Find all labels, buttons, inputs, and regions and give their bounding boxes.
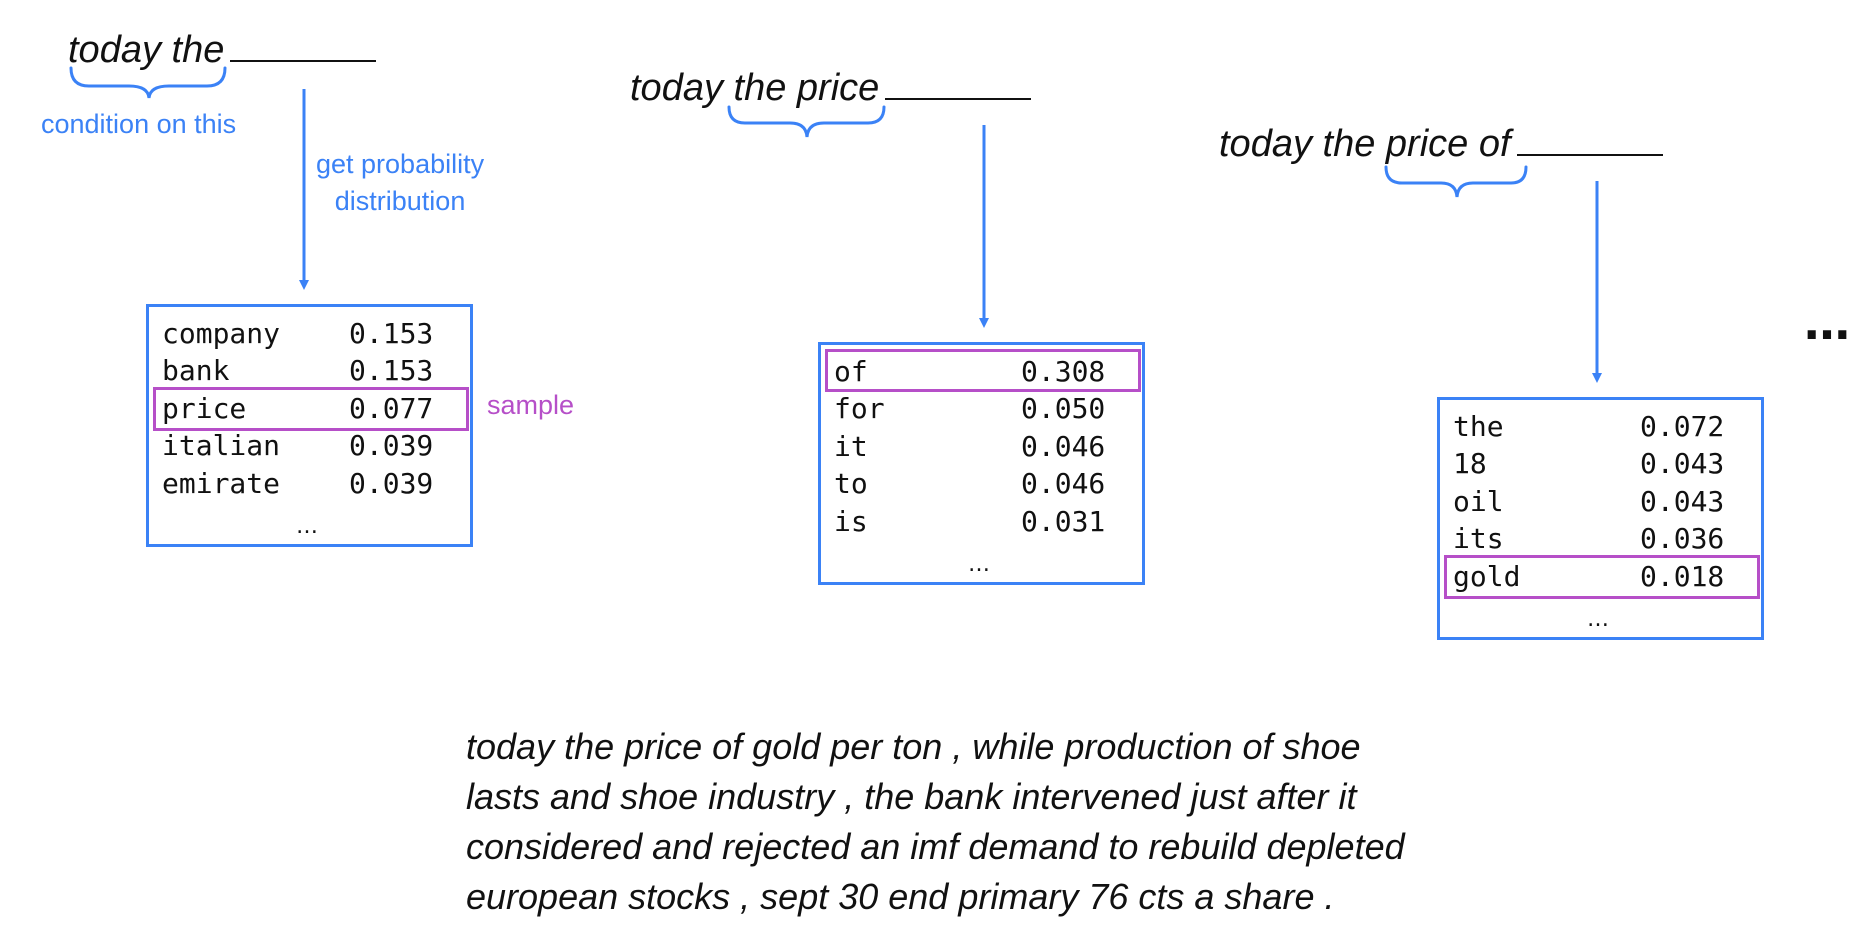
token: is (834, 505, 868, 538)
prompt-step-3: today the price of (1219, 124, 1663, 163)
token: price (162, 392, 247, 425)
get-distribution-line-1: get probability (316, 149, 485, 179)
token: oil (1453, 485, 1504, 518)
condition-brace-3 (1384, 165, 1528, 198)
probability: 0.072 (1640, 410, 1725, 443)
table-row: for 0.050 (834, 390, 1124, 428)
probability: 0.046 (1021, 430, 1106, 463)
token: gold (1453, 560, 1521, 593)
prompt-text: today the price (630, 67, 880, 109)
probability: 0.039 (349, 467, 434, 500)
token: its (1453, 522, 1504, 555)
generated-text-line: lasts and shoe industry , the bank inter… (466, 776, 1357, 817)
more-rows-ellipsis: … (1587, 607, 1609, 632)
table-row: company 0.153 (162, 315, 452, 353)
table-row: to 0.046 (834, 465, 1124, 503)
prompt-blank (1516, 124, 1663, 156)
token: company (162, 317, 281, 350)
table-row: italian 0.039 (162, 427, 452, 465)
sampled-highlight (1444, 555, 1760, 599)
table-row: its 0.036 (1453, 520, 1743, 558)
condition-brace-1 (69, 66, 227, 99)
distribution-table-3: the 0.072 18 0.043 oil 0.043 its 0.036 g… (1437, 397, 1764, 640)
token: 18 (1453, 447, 1487, 480)
token: of (834, 355, 868, 388)
table-row: the 0.072 (1453, 408, 1743, 446)
probability: 0.036 (1640, 522, 1725, 555)
token: bank (162, 354, 230, 387)
prompt-step-1: today the (68, 29, 377, 71)
table-row: oil 0.043 (1453, 483, 1743, 521)
table-row: 18 0.043 (1453, 445, 1743, 483)
table-row: emirate 0.039 (162, 465, 452, 503)
probability: 0.308 (1021, 355, 1106, 388)
probability: 0.077 (349, 392, 434, 425)
probability: 0.153 (349, 354, 434, 387)
sampled-highlight (153, 387, 469, 431)
table-row: it 0.046 (834, 428, 1124, 466)
table-row: of 0.308 (834, 353, 1124, 391)
distribution-table-2: of 0.308 for 0.050 it 0.046 to 0.046 is … (818, 342, 1145, 585)
condition-brace-2 (727, 105, 886, 138)
sample-label: sample (487, 390, 575, 420)
more-rows-ellipsis: … (296, 514, 318, 539)
token: italian (162, 429, 281, 462)
distribution-table-1: company 0.153 bank 0.153 price 0.077 ita… (146, 304, 473, 547)
table-row: price 0.077 (162, 390, 452, 428)
token: it (834, 430, 868, 463)
more-rows-ellipsis: … (968, 552, 990, 577)
table-row: gold 0.018 (1453, 558, 1743, 596)
token: to (834, 467, 868, 500)
probability: 0.050 (1021, 392, 1106, 425)
sampled-highlight (825, 349, 1141, 392)
probability: 0.031 (1021, 505, 1106, 538)
prompt-blank (885, 68, 1032, 100)
prompt-text: today the price of (1219, 123, 1511, 165)
probability: 0.153 (349, 317, 434, 350)
table-row: bank 0.153 (162, 352, 452, 390)
token: emirate (162, 467, 281, 500)
prompt-blank (230, 30, 377, 62)
condition-label: condition on this (41, 109, 237, 139)
probability: 0.043 (1640, 447, 1725, 480)
get-distribution-label: get probability distribution (316, 146, 484, 220)
token: the (1453, 410, 1504, 443)
prompt-step-2: today the price (630, 67, 1032, 109)
generated-text-line: considered and rejected an imf demand to… (466, 826, 1405, 867)
generated-text: today the price of gold per ton , while … (466, 722, 1526, 922)
get-distribution-line-2: distribution (334, 186, 466, 216)
probability: 0.046 (1021, 467, 1106, 500)
continuation-ellipsis: … (1804, 296, 1850, 350)
table-row: is 0.031 (834, 503, 1124, 541)
prompt-text: today the (68, 29, 225, 71)
probability: 0.043 (1640, 485, 1725, 518)
generated-text-line: european stocks , sept 30 end primary 76… (466, 876, 1335, 917)
token: for (834, 392, 885, 425)
probability: 0.018 (1640, 560, 1725, 593)
generated-text-line: today the price of gold per ton , while … (466, 726, 1361, 767)
probability: 0.039 (349, 429, 434, 462)
